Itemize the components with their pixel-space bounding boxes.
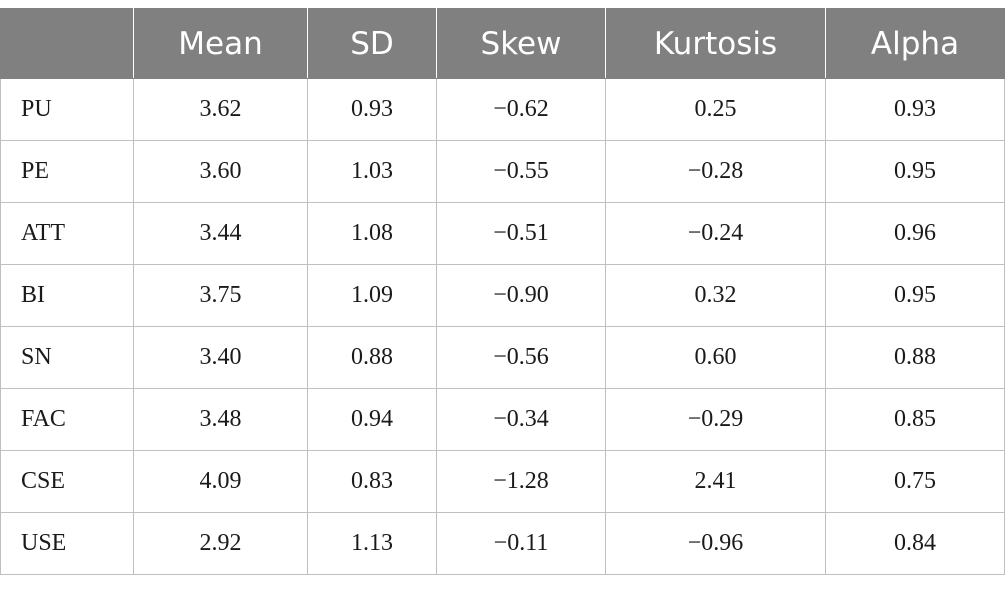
header-cell-kurtosis: Kurtosis (605, 8, 826, 79)
cell-alpha: 0.88 (825, 326, 1005, 389)
header-cell-alpha: Alpha (825, 8, 1005, 79)
cell-mean: 3.48 (133, 388, 308, 451)
cell-mean: 3.44 (133, 202, 308, 265)
cell-skew: −0.34 (436, 388, 606, 451)
cell-mean: 4.09 (133, 450, 308, 513)
cell-sd: 1.08 (307, 202, 437, 265)
row-label: PU (0, 78, 134, 141)
cell-sd: 0.93 (307, 78, 437, 141)
table-body: PU 3.62 0.93 −0.62 0.25 0.93 PE 3.60 1.0… (0, 78, 1005, 575)
table-row: BI 3.75 1.09 −0.90 0.32 0.95 (0, 264, 1005, 327)
header-cell-skew: Skew (436, 8, 606, 79)
cell-skew: −0.55 (436, 140, 606, 203)
header-cell-empty (0, 8, 134, 79)
table-row: PU 3.62 0.93 −0.62 0.25 0.93 (0, 78, 1005, 141)
table-row: USE 2.92 1.13 −0.11 −0.96 0.84 (0, 512, 1005, 575)
header-row: Mean SD Skew Kurtosis Alpha (0, 8, 1005, 79)
cell-sd: 1.03 (307, 140, 437, 203)
table-header: Mean SD Skew Kurtosis Alpha (0, 8, 1005, 79)
cell-kurtosis: 0.32 (605, 264, 826, 327)
cell-mean: 3.40 (133, 326, 308, 389)
table-row: FAC 3.48 0.94 −0.34 −0.29 0.85 (0, 388, 1005, 451)
statistics-table-container: Mean SD Skew Kurtosis Alpha PU 3.62 0.93… (0, 8, 1005, 575)
row-label: USE (0, 512, 134, 575)
table-row: ATT 3.44 1.08 −0.51 −0.24 0.96 (0, 202, 1005, 265)
cell-sd: 0.94 (307, 388, 437, 451)
cell-skew: −0.62 (436, 78, 606, 141)
table-row: PE 3.60 1.03 −0.55 −0.28 0.95 (0, 140, 1005, 203)
cell-skew: −0.51 (436, 202, 606, 265)
cell-alpha: 0.95 (825, 264, 1005, 327)
cell-sd: 0.83 (307, 450, 437, 513)
row-label: SN (0, 326, 134, 389)
cell-kurtosis: 2.41 (605, 450, 826, 513)
header-cell-sd: SD (307, 8, 437, 79)
cell-alpha: 0.75 (825, 450, 1005, 513)
header-cell-mean: Mean (133, 8, 308, 79)
cell-kurtosis: −0.24 (605, 202, 826, 265)
cell-sd: 1.09 (307, 264, 437, 327)
row-label: CSE (0, 450, 134, 513)
cell-mean: 3.75 (133, 264, 308, 327)
cell-skew: −1.28 (436, 450, 606, 513)
cell-alpha: 0.85 (825, 388, 1005, 451)
cell-mean: 2.92 (133, 512, 308, 575)
cell-kurtosis: −0.96 (605, 512, 826, 575)
cell-alpha: 0.93 (825, 78, 1005, 141)
cell-mean: 3.60 (133, 140, 308, 203)
row-label: BI (0, 264, 134, 327)
cell-sd: 0.88 (307, 326, 437, 389)
cell-kurtosis: −0.29 (605, 388, 826, 451)
row-label: PE (0, 140, 134, 203)
cell-skew: −0.56 (436, 326, 606, 389)
row-label: ATT (0, 202, 134, 265)
cell-sd: 1.13 (307, 512, 437, 575)
descriptive-statistics-table: Mean SD Skew Kurtosis Alpha PU 3.62 0.93… (0, 8, 1005, 575)
cell-alpha: 0.96 (825, 202, 1005, 265)
table-row: SN 3.40 0.88 −0.56 0.60 0.88 (0, 326, 1005, 389)
cell-mean: 3.62 (133, 78, 308, 141)
cell-skew: −0.11 (436, 512, 606, 575)
row-label: FAC (0, 388, 134, 451)
cell-kurtosis: 0.60 (605, 326, 826, 389)
table-row: CSE 4.09 0.83 −1.28 2.41 0.75 (0, 450, 1005, 513)
cell-alpha: 0.95 (825, 140, 1005, 203)
cell-kurtosis: 0.25 (605, 78, 826, 141)
cell-skew: −0.90 (436, 264, 606, 327)
cell-alpha: 0.84 (825, 512, 1005, 575)
cell-kurtosis: −0.28 (605, 140, 826, 203)
